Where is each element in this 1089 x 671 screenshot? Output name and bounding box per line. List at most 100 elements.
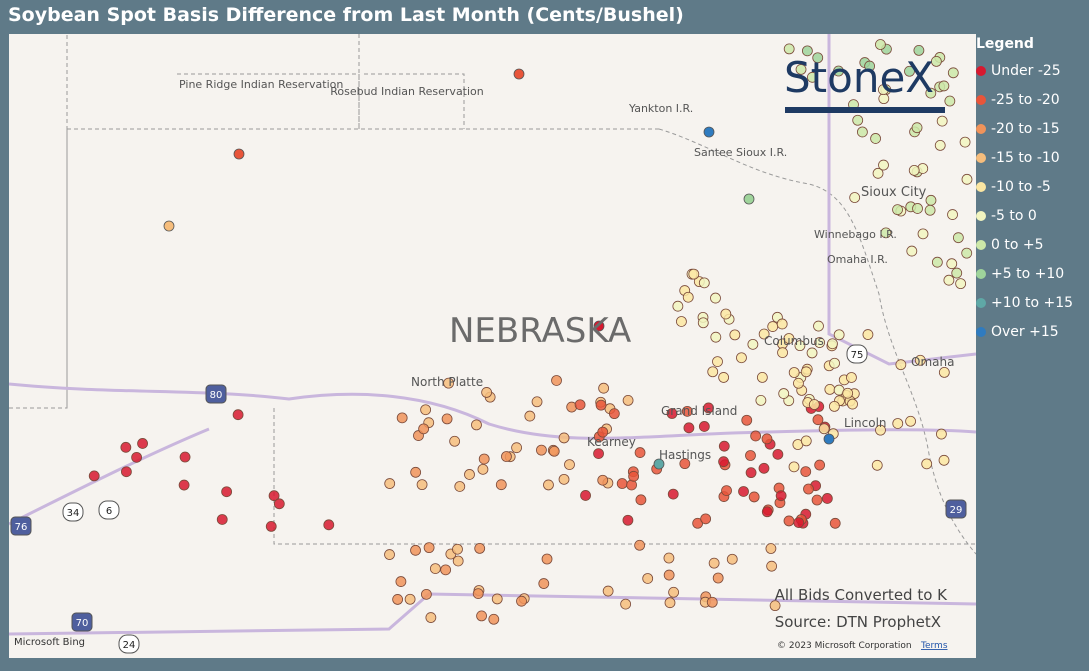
legend-label: 0 to +5	[991, 236, 1044, 253]
marker	[464, 469, 475, 480]
marker	[793, 377, 804, 389]
place-label: Columbus	[764, 334, 824, 348]
marker	[384, 478, 396, 489]
marker	[179, 451, 191, 463]
marker	[425, 612, 437, 623]
marker	[775, 490, 787, 502]
legend-item[interactable]: Under -25	[976, 56, 1073, 85]
copyright: © 2023 Microsoft Corporation	[777, 641, 912, 651]
place-label: Pine Ridge Indian Reservation	[179, 78, 343, 91]
marker	[783, 515, 795, 527]
legend-item[interactable]: 0 to +5	[976, 230, 1073, 259]
marker	[812, 414, 824, 426]
marker	[938, 454, 950, 466]
marker	[608, 408, 620, 420]
marker	[131, 451, 143, 463]
marker	[548, 445, 560, 457]
marker	[761, 433, 773, 445]
note: All Bids Converted to K	[775, 586, 949, 604]
shield-label: 70	[76, 618, 89, 629]
marker	[410, 544, 421, 556]
marker	[216, 514, 228, 525]
marker	[653, 458, 665, 470]
marker	[952, 232, 964, 244]
marker	[806, 71, 818, 83]
marker	[574, 399, 586, 411]
marker	[642, 573, 654, 584]
marker	[452, 555, 464, 567]
marker	[936, 428, 947, 440]
marker	[395, 576, 407, 587]
marker	[795, 64, 807, 75]
marker	[452, 543, 463, 555]
marker	[745, 450, 756, 461]
marker	[783, 333, 795, 344]
marker	[892, 204, 903, 216]
marker	[877, 84, 889, 96]
legend-item[interactable]: -20 to -15	[976, 114, 1073, 143]
marker	[829, 357, 840, 369]
marker	[870, 133, 881, 144]
terms-link[interactable]: Terms	[920, 641, 948, 651]
legend-swatch	[976, 123, 986, 134]
place-labels: Pine Ridge Indian Reservation Rosebud In…	[179, 78, 954, 462]
marker	[878, 159, 889, 171]
legend-swatch	[976, 181, 986, 192]
marker	[800, 366, 812, 378]
marker	[265, 520, 277, 532]
marker	[491, 593, 503, 605]
legend-item[interactable]: Over +15	[976, 317, 1073, 346]
marker	[718, 456, 729, 468]
shield-label: 24	[123, 640, 136, 651]
legend-item[interactable]: +10 to +15	[976, 288, 1073, 317]
marker	[597, 474, 609, 486]
marker	[856, 126, 868, 138]
attribution: Microsoft Bing	[14, 637, 85, 648]
place-label: Santee Sioux I.R.	[694, 146, 787, 159]
place-label: Omaha I.R.	[827, 253, 888, 266]
marker	[593, 320, 605, 332]
place-label: Lincoln	[844, 416, 887, 430]
marker	[703, 402, 714, 414]
legend-item[interactable]: -25 to -20	[976, 85, 1073, 114]
shield	[71, 612, 93, 632]
marker	[776, 318, 788, 330]
marker	[420, 404, 432, 416]
legend-item[interactable]: -5 to 0	[976, 201, 1073, 230]
marker	[718, 372, 730, 383]
marker	[818, 423, 830, 435]
marker	[766, 560, 778, 572]
marker	[622, 395, 634, 406]
marker	[178, 479, 190, 491]
legend-item[interactable]: -15 to -10	[976, 143, 1073, 172]
marker	[474, 542, 486, 554]
marker	[700, 513, 712, 525]
legend-label: -5 to 0	[991, 207, 1037, 224]
marker	[538, 578, 550, 589]
shield	[118, 634, 140, 654]
marker	[418, 423, 430, 435]
place-label: North Platte	[411, 375, 483, 389]
shield-label: 76	[15, 522, 28, 533]
marker	[421, 588, 432, 600]
marker	[847, 398, 858, 410]
marker	[875, 424, 886, 436]
marker	[593, 448, 604, 460]
marker	[925, 194, 937, 206]
marker	[808, 399, 820, 410]
marker	[597, 426, 609, 438]
marker	[698, 421, 710, 432]
marker	[163, 220, 175, 232]
marker	[672, 300, 684, 312]
marker	[712, 572, 724, 584]
marker	[895, 359, 907, 371]
marker	[495, 479, 507, 491]
legend-item[interactable]: -10 to -5	[976, 172, 1073, 201]
marker	[778, 388, 790, 399]
place-label: Grand Island	[661, 404, 737, 418]
marker	[911, 122, 923, 134]
place-label: Hastings	[659, 448, 711, 462]
shield	[205, 384, 227, 404]
marker	[833, 329, 845, 341]
legend-item[interactable]: +5 to +10	[976, 259, 1073, 288]
